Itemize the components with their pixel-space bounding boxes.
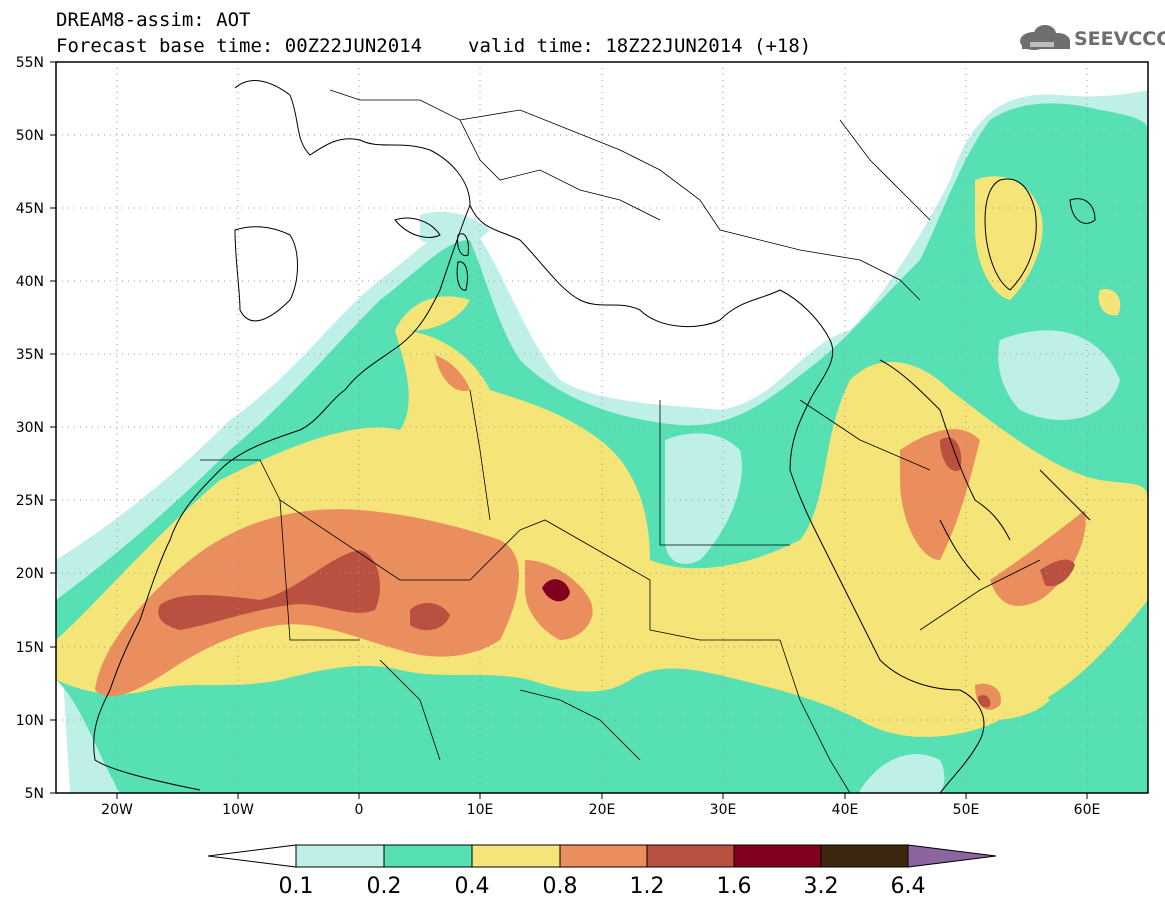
- lon-labels: 20W 10W 0 10E 20E 30E 40E 50E 60E: [101, 802, 1100, 818]
- lat-label: 40N: [16, 274, 44, 290]
- lat-label: 50N: [16, 128, 44, 144]
- lat-label: 25N: [16, 493, 44, 509]
- time-info: Forecast base time: 00Z22JUN2014 valid ti…: [56, 36, 811, 56]
- lon-label: 0: [355, 802, 364, 818]
- valid-time: valid time: 18Z22JUN2014 (+18): [468, 35, 812, 57]
- colorbar-segment: [733, 844, 822, 868]
- lon-label: 40E: [832, 802, 859, 818]
- colorbar-label: 3.2: [804, 874, 839, 899]
- lat-labels: 55N 50N 45N 40N 35N 30N 25N 20N 15N 10N …: [16, 55, 44, 802]
- lon-label: 20W: [101, 802, 133, 818]
- lat-label: 45N: [16, 201, 44, 217]
- coastlines: [93, 80, 1096, 793]
- lon-label: 60E: [1074, 802, 1101, 818]
- colorbar-label: 0.4: [455, 874, 490, 899]
- aot-level-0.1-pockets: [665, 330, 1120, 793]
- logo-text: SEEVCCC: [1074, 28, 1165, 50]
- colorbar-label: 0.1: [279, 874, 314, 899]
- lat-label: 55N: [16, 55, 44, 71]
- colorbar-label: 0.8: [543, 874, 578, 899]
- colorbar: 0.1 0.2 0.4 0.8 1.2 1.6 3.2 6.4: [207, 844, 997, 899]
- colorbar-segment: [383, 844, 473, 868]
- colorbar-segment: [207, 844, 297, 868]
- colorbar-label: 1.6: [717, 874, 752, 899]
- lat-label: 35N: [16, 347, 44, 363]
- lon-label: 20E: [589, 802, 616, 818]
- colorbar-segment: [820, 844, 909, 868]
- colorbar-segment: [559, 844, 648, 868]
- colorbar-label: 1.2: [630, 874, 665, 899]
- aot-level-1.2: [158, 437, 1075, 708]
- aot-fields: [56, 62, 1148, 793]
- lon-label: 50E: [953, 802, 980, 818]
- colorbar-segment: [907, 844, 997, 868]
- lat-label: 30N: [16, 420, 44, 436]
- seevccc-logo: [1020, 25, 1070, 50]
- lat-label: 20N: [16, 566, 44, 582]
- lat-label: 5N: [25, 786, 44, 802]
- lon-label: 30E: [710, 802, 737, 818]
- graticule: [56, 62, 1148, 793]
- lon-label: 10E: [467, 802, 494, 818]
- colorbar-segment: [471, 844, 561, 868]
- colorbar-label: 0.2: [367, 874, 402, 899]
- axis-ticks: [50, 61, 1088, 799]
- country-borders: [200, 89, 1041, 793]
- map-title: DREAM8-assim: AOT: [56, 9, 251, 31]
- forecast-base-time: Forecast base time: 00Z22JUN2014: [56, 35, 423, 57]
- colorbar-label: 6.4: [891, 874, 926, 899]
- lon-label: 10W: [222, 802, 254, 818]
- lat-label: 15N: [16, 640, 44, 656]
- aot-level-1.6: [542, 579, 570, 602]
- lat-label: 10N: [16, 713, 44, 729]
- colorbar-segment: [295, 844, 385, 868]
- cloud-icon: [1020, 25, 1070, 50]
- colorbar-segment: [646, 844, 735, 868]
